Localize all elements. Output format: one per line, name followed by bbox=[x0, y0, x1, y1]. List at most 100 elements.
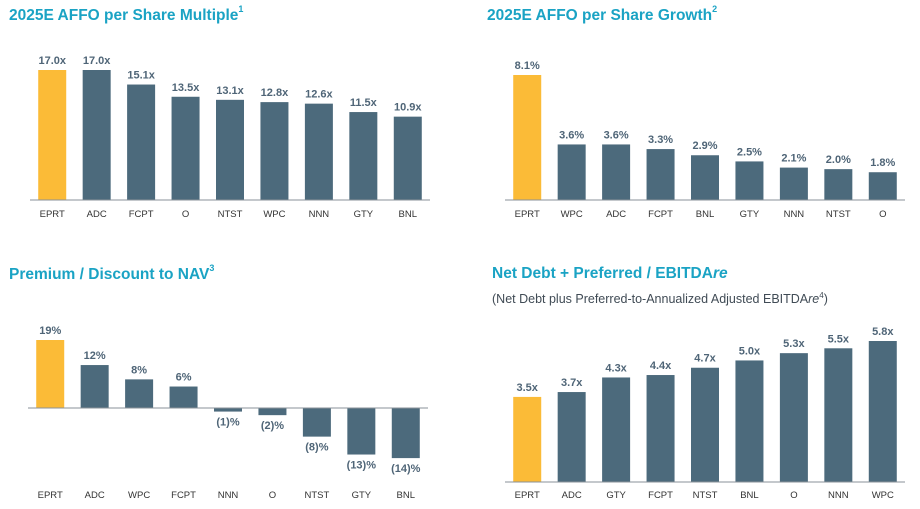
category-label-wpc: WPC bbox=[872, 490, 894, 501]
bar-fcpt bbox=[127, 84, 156, 200]
data-label-gty: (13)% bbox=[347, 460, 377, 472]
data-label-bnl: 10.9x bbox=[394, 102, 422, 114]
category-label-adc: ADC bbox=[562, 490, 582, 501]
bar-bnl bbox=[393, 116, 422, 200]
category-label-adc: ADC bbox=[87, 209, 107, 220]
bar-o bbox=[258, 408, 287, 416]
data-label-fcpt: 4.4x bbox=[650, 360, 672, 372]
bar-gty bbox=[735, 161, 764, 200]
bar-fcpt bbox=[169, 386, 198, 408]
category-label-o: O bbox=[182, 209, 189, 220]
category-label-nnn: NNN bbox=[828, 490, 849, 501]
data-label-wpc: 3.6% bbox=[559, 129, 584, 141]
bar-nnn bbox=[304, 103, 333, 200]
category-label-eprt: EPRT bbox=[515, 209, 540, 220]
category-label-bnl: BNL bbox=[397, 490, 415, 501]
category-label-eprt: EPRT bbox=[40, 209, 65, 220]
bar-nnn bbox=[779, 167, 808, 200]
category-label-fcpt: FCPT bbox=[648, 490, 673, 501]
bar-wpc bbox=[260, 102, 289, 200]
data-label-bnl: 2.9% bbox=[692, 140, 717, 152]
category-label-adc: ADC bbox=[85, 490, 105, 501]
category-label-eprt: EPRT bbox=[38, 490, 63, 501]
data-label-o: 5.3x bbox=[783, 338, 805, 350]
category-label-ntst: NTST bbox=[304, 490, 329, 501]
subtitle-italic: re bbox=[808, 292, 820, 307]
data-label-gty: 2.5% bbox=[737, 146, 762, 158]
category-label-fcpt: FCPT bbox=[648, 209, 673, 220]
data-label-gty: 11.5x bbox=[350, 97, 378, 109]
category-label-gty: GTY bbox=[352, 490, 372, 501]
data-label-ntst: 4.7x bbox=[694, 353, 716, 365]
category-label-gty: GTY bbox=[740, 209, 760, 220]
bar-eprt bbox=[513, 396, 542, 482]
data-label-ntst: (8)% bbox=[305, 442, 328, 454]
bar-adc bbox=[80, 365, 109, 408]
category-label-ntst: NTST bbox=[218, 209, 243, 220]
category-label-wpc: WPC bbox=[263, 209, 285, 220]
bar-nnn bbox=[214, 408, 242, 412]
bar-ntst bbox=[302, 408, 331, 437]
data-label-eprt: 3.5x bbox=[517, 382, 539, 394]
data-label-o: 1.8% bbox=[870, 157, 895, 169]
data-label-adc: 12% bbox=[84, 350, 106, 362]
footnote-marker: 4 bbox=[819, 291, 824, 300]
panel-title-text: 2025E AFFO per Share Growth bbox=[487, 7, 713, 25]
category-label-gty: GTY bbox=[354, 209, 374, 220]
footnote-marker: 1 bbox=[238, 4, 244, 14]
bar-gty bbox=[602, 377, 631, 482]
data-label-nnn: (1)% bbox=[216, 417, 239, 429]
data-label-eprt: 19% bbox=[39, 325, 61, 337]
data-label-o: 13.5x bbox=[172, 82, 200, 94]
data-label-eprt: 17.0x bbox=[38, 55, 66, 67]
data-label-eprt: 8.1% bbox=[515, 60, 540, 72]
footnote-marker: 2 bbox=[712, 4, 718, 14]
bar-o bbox=[171, 96, 200, 200]
data-label-nnn: 12.6x bbox=[305, 89, 333, 101]
panel-title-italic: re bbox=[712, 265, 728, 282]
category-label-ntst: NTST bbox=[693, 490, 718, 501]
panel-title-text: Premium / Discount to NAV bbox=[9, 266, 210, 284]
category-label-o: O bbox=[269, 490, 276, 501]
data-label-wpc: 8% bbox=[131, 364, 147, 376]
data-label-fcpt: 6% bbox=[176, 372, 192, 384]
category-label-nnn: NNN bbox=[218, 490, 239, 501]
data-label-fcpt: 3.3% bbox=[648, 134, 673, 146]
category-label-wpc: WPC bbox=[128, 490, 150, 501]
bar-wpc bbox=[868, 341, 897, 482]
bar-nnn bbox=[824, 348, 853, 482]
bar-fcpt bbox=[646, 375, 675, 482]
data-label-wpc: 5.8x bbox=[872, 326, 894, 338]
data-label-ntst: 2.0% bbox=[826, 154, 851, 166]
category-label-bnl: BNL bbox=[399, 209, 417, 220]
data-label-ntst: 13.1x bbox=[216, 85, 244, 97]
panel-title-nav: Premium / Discount to NAV3 bbox=[9, 263, 215, 284]
footnote-marker: 3 bbox=[209, 263, 215, 273]
category-label-fcpt: FCPT bbox=[171, 490, 196, 501]
panel-title-affo-growth: 2025E AFFO per Share Growth2 bbox=[487, 4, 718, 25]
bar-eprt bbox=[38, 70, 67, 200]
category-label-eprt: EPRT bbox=[515, 490, 540, 501]
bar-bnl bbox=[735, 360, 764, 482]
category-label-bnl: BNL bbox=[740, 490, 758, 501]
category-label-ntst: NTST bbox=[826, 209, 851, 220]
panel-subtitle-leverage: (Net Debt plus Preferred-to-Annualized A… bbox=[492, 291, 828, 306]
category-label-nnn: NNN bbox=[309, 209, 330, 220]
data-label-nnn: 2.1% bbox=[781, 153, 806, 165]
data-label-bnl: (14)% bbox=[391, 463, 421, 475]
bar-adc bbox=[602, 144, 631, 200]
data-label-adc: 3.7x bbox=[561, 377, 583, 389]
panel-title-text: Net Debt + Preferred / EBITDA bbox=[492, 265, 713, 282]
data-label-bnl: 5.0x bbox=[739, 345, 761, 357]
data-label-nnn: 5.5x bbox=[828, 333, 850, 345]
bar-bnl bbox=[391, 408, 420, 459]
bar-o bbox=[779, 353, 808, 482]
bar-bnl bbox=[691, 155, 719, 200]
category-label-adc: ADC bbox=[606, 209, 626, 220]
data-label-fcpt: 15.1x bbox=[127, 70, 155, 82]
category-label-fcpt: FCPT bbox=[129, 209, 154, 220]
bar-ntst bbox=[824, 169, 853, 200]
